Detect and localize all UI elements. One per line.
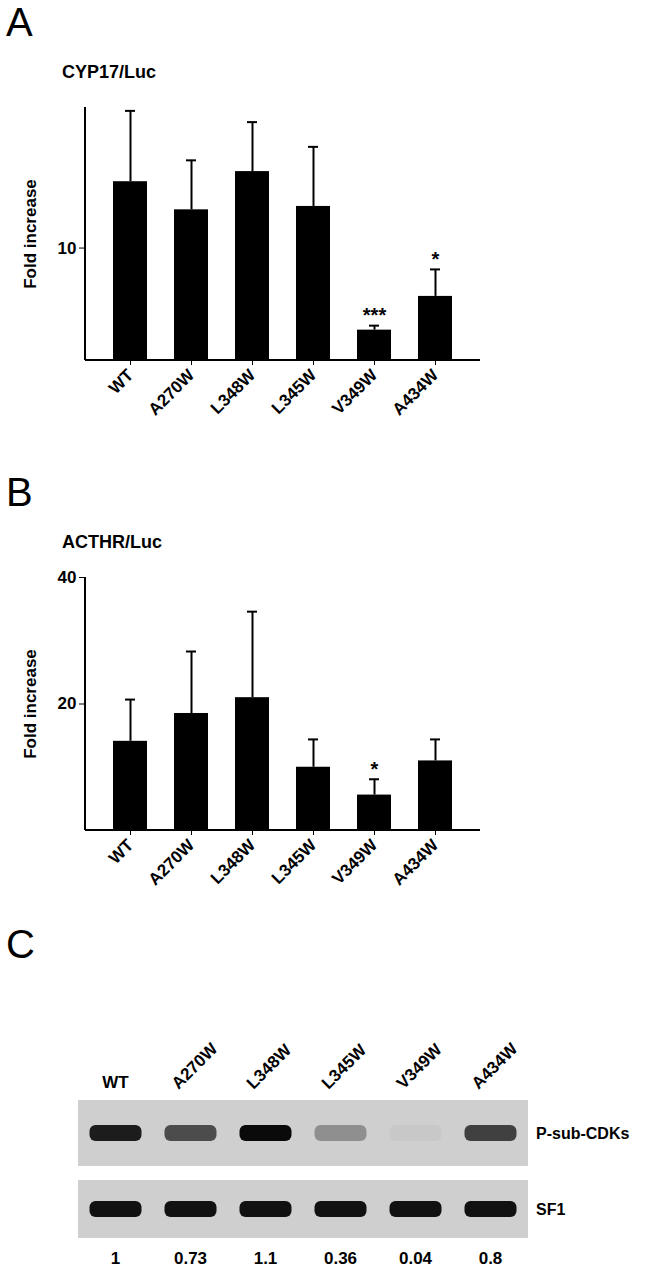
svg-text:V349W: V349W <box>393 1039 447 1093</box>
svg-text:0.8: 0.8 <box>479 1249 503 1268</box>
svg-text:WT: WT <box>102 1073 129 1092</box>
svg-text:0.36: 0.36 <box>324 1249 357 1268</box>
svg-text:1: 1 <box>111 1249 120 1268</box>
svg-text:0.04: 0.04 <box>399 1249 433 1268</box>
svg-text:SF1: SF1 <box>536 1201 565 1218</box>
svg-text:L348W: L348W <box>207 365 260 418</box>
html-text:ACTHR/Luc: ACTHR/Luc <box>62 532 162 552</box>
svg-text:A434W: A434W <box>389 365 443 419</box>
svg-text:V349W: V349W <box>328 835 382 889</box>
svg-text:A434W: A434W <box>389 835 443 889</box>
svg-text:1.1: 1.1 <box>254 1249 278 1268</box>
svg-text:10: 10 <box>58 238 77 257</box>
svg-text:A434W: A434W <box>468 1039 522 1093</box>
html-text:CYP17/Luc: CYP17/Luc <box>62 62 156 82</box>
svg-text:40: 40 <box>58 568 77 587</box>
svg-text:0.73: 0.73 <box>174 1249 207 1268</box>
html-text:C: C <box>6 922 35 966</box>
svg-text:L345W: L345W <box>268 365 321 418</box>
svg-text:L345W: L345W <box>318 1040 371 1093</box>
svg-text:***: *** <box>363 304 387 326</box>
svg-text:A270W: A270W <box>168 1039 222 1093</box>
svg-text:P-sub-CDKs: P-sub-CDKs <box>536 1125 629 1142</box>
svg-text:A270W: A270W <box>145 835 199 889</box>
svg-text:*: * <box>432 248 440 270</box>
svg-text:A270W: A270W <box>145 365 199 419</box>
html-text:A: A <box>6 0 33 44</box>
svg-text:*: * <box>371 758 379 780</box>
svg-text:WT: WT <box>105 835 138 868</box>
svg-text:V349W: V349W <box>328 365 382 419</box>
svg-text:L348W: L348W <box>243 1040 296 1093</box>
svg-text:L348W: L348W <box>207 835 260 888</box>
html-text:B: B <box>6 470 33 514</box>
svg-text:L345W: L345W <box>268 835 321 888</box>
svg-text:20: 20 <box>58 694 77 713</box>
svg-text:Fold increase: Fold increase <box>21 179 40 289</box>
svg-text:WT: WT <box>105 365 138 398</box>
svg-text:Fold increase: Fold increase <box>21 649 40 759</box>
